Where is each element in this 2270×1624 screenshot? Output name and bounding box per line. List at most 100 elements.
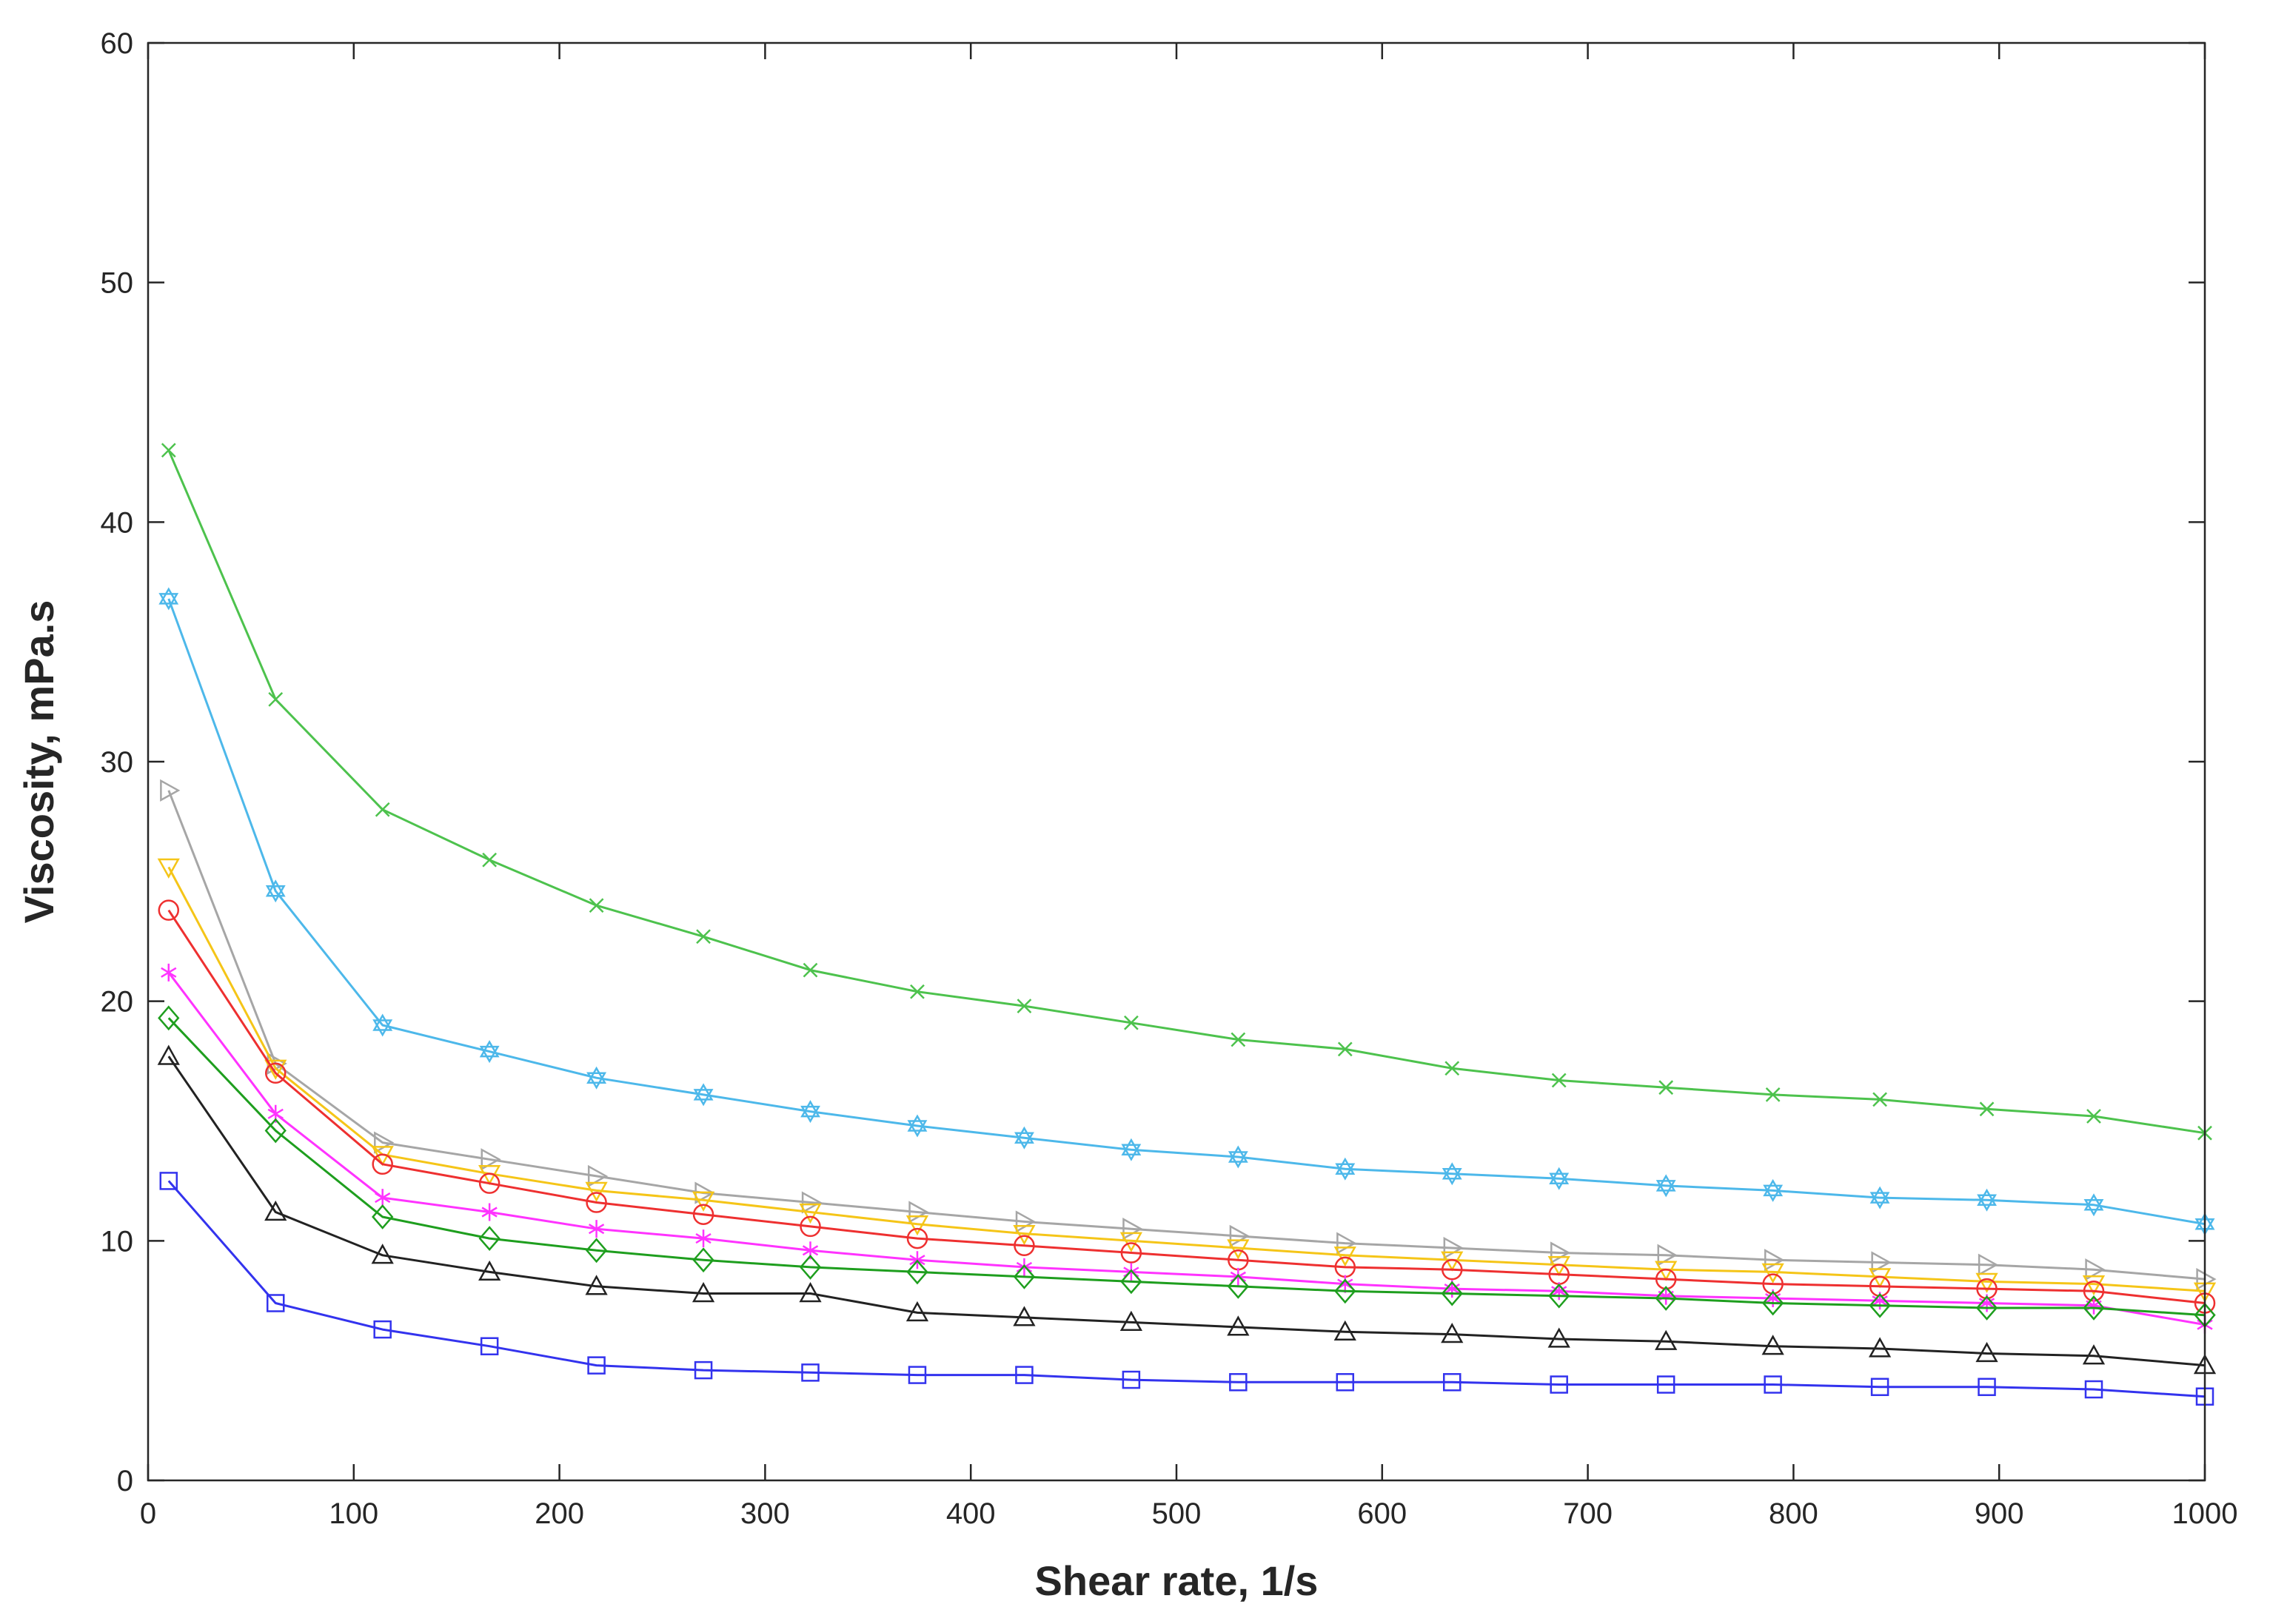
axes-layer: 0 100 200 300 400 500 600 700 800 900 1000 0 10 20 30 4… bbox=[101, 27, 2238, 1530]
series-7-point-5 bbox=[585, 1238, 608, 1264]
x-tick-label: 500 bbox=[1152, 1497, 1202, 1530]
series-3-point-1 bbox=[160, 779, 181, 802]
series-5-point-7 bbox=[800, 1215, 821, 1238]
series-2-point-16 bbox=[1763, 1178, 1784, 1202]
series-1-point-18 bbox=[1979, 1101, 1995, 1117]
series-4-point-18 bbox=[1975, 1272, 1998, 1293]
series-2-point-12 bbox=[1335, 1157, 1356, 1181]
y-tick-label: 60 bbox=[101, 27, 134, 60]
series-8-point-9 bbox=[1013, 1306, 1036, 1326]
series-8-point-13 bbox=[1441, 1322, 1464, 1343]
series-2-point-3 bbox=[372, 1013, 393, 1037]
series-5-line bbox=[167, 909, 2206, 1304]
series-3-point-4 bbox=[481, 1148, 501, 1171]
series-9-point-7 bbox=[801, 1363, 820, 1382]
series-7-point-14 bbox=[1548, 1283, 1570, 1309]
series-5-point-8 bbox=[906, 1227, 928, 1249]
x-axis-title: Shear rate, 1/s bbox=[1035, 1557, 1319, 1604]
x-tick-label: 100 bbox=[329, 1497, 378, 1530]
series-9-point-17 bbox=[1870, 1378, 1889, 1397]
series-1-point-12 bbox=[1337, 1041, 1353, 1057]
series-7-point-10 bbox=[1120, 1269, 1142, 1295]
series-4-point-19 bbox=[2082, 1275, 2106, 1296]
series-9-point-18 bbox=[1978, 1378, 1996, 1397]
series-7-point-6 bbox=[692, 1247, 714, 1273]
plot-background bbox=[148, 43, 2205, 1480]
series-2-point-8 bbox=[907, 1114, 928, 1138]
y-tick-label: 20 bbox=[101, 986, 134, 1019]
series-8-point-12 bbox=[1333, 1320, 1356, 1341]
series-7-point-7 bbox=[799, 1255, 822, 1280]
series-5-point-9 bbox=[1014, 1235, 1035, 1257]
series-8-line bbox=[167, 1056, 2206, 1367]
series-7-point-1 bbox=[158, 1005, 180, 1031]
series-4-point-16 bbox=[1761, 1263, 1784, 1284]
series-5-point-5 bbox=[586, 1192, 607, 1213]
series-8-point-17 bbox=[1868, 1337, 1892, 1358]
series-2-point-13 bbox=[1442, 1162, 1462, 1186]
series-6-point-5 bbox=[588, 1220, 605, 1238]
series-8-point-11 bbox=[1227, 1315, 1250, 1336]
series-4-point-12 bbox=[1333, 1246, 1356, 1267]
series-6-line bbox=[167, 971, 2206, 1326]
series-5-point-2 bbox=[264, 1062, 287, 1084]
x-tick-label: 700 bbox=[1563, 1497, 1613, 1530]
series-2-point-5 bbox=[586, 1066, 607, 1090]
x-tick-label: 0 bbox=[140, 1497, 156, 1530]
series-2-point-7 bbox=[800, 1100, 820, 1124]
plot-area bbox=[148, 43, 2205, 1480]
series-1-point-10 bbox=[1123, 1015, 1139, 1030]
series-7-point-8 bbox=[906, 1259, 928, 1285]
series-9-point-13 bbox=[1443, 1373, 1462, 1392]
series-7-point-2 bbox=[264, 1118, 287, 1144]
series-6-point-6 bbox=[695, 1229, 712, 1248]
series-2-point-9 bbox=[1014, 1126, 1034, 1150]
series-layer bbox=[157, 443, 2217, 1406]
series-9-point-3 bbox=[373, 1320, 392, 1339]
series-3-point-7 bbox=[801, 1191, 823, 1214]
series-1-point-19 bbox=[2086, 1109, 2101, 1124]
series-5-point-4 bbox=[478, 1172, 500, 1194]
series-1-point-3 bbox=[375, 802, 390, 817]
y-tick-label: 30 bbox=[101, 746, 134, 779]
series-9 bbox=[159, 1172, 2214, 1406]
series-8-point-10 bbox=[1119, 1310, 1143, 1332]
series-7-point-12 bbox=[1334, 1278, 1356, 1304]
series-1-point-16 bbox=[1765, 1087, 1781, 1102]
series-8-point-14 bbox=[1547, 1327, 1570, 1348]
series-4-point-9 bbox=[1013, 1224, 1036, 1246]
series-7-point-18 bbox=[1975, 1295, 1998, 1321]
series-5-point-6 bbox=[692, 1204, 714, 1225]
series-4-point-6 bbox=[692, 1191, 715, 1212]
series-9-point-10 bbox=[1122, 1370, 1141, 1389]
series-8-point-1 bbox=[157, 1044, 180, 1065]
series-1-point-17 bbox=[1872, 1092, 1887, 1107]
series-2 bbox=[158, 587, 2215, 1236]
series-3-point-19 bbox=[2085, 1258, 2106, 1281]
series-8-point-15 bbox=[1655, 1329, 1678, 1350]
series-7-line bbox=[167, 1017, 2206, 1317]
series-8-point-3 bbox=[371, 1244, 394, 1264]
series-4-point-5 bbox=[585, 1181, 608, 1202]
series-2-point-6 bbox=[693, 1083, 714, 1107]
series-2-point-19 bbox=[2083, 1193, 2104, 1217]
series-2-point-2 bbox=[265, 879, 286, 903]
series-6-point-1 bbox=[161, 963, 177, 982]
series-1-point-8 bbox=[910, 984, 925, 999]
series-4-point-8 bbox=[905, 1215, 929, 1236]
series-7-point-11 bbox=[1227, 1273, 1249, 1299]
series-8-point-18 bbox=[1975, 1341, 1998, 1363]
series-9-point-6 bbox=[694, 1360, 713, 1380]
series-9-point-19 bbox=[2084, 1380, 2103, 1399]
series-7-point-17 bbox=[1869, 1292, 1891, 1318]
series-7-point-16 bbox=[1761, 1290, 1784, 1316]
series-7-point-19 bbox=[2083, 1295, 2105, 1321]
series-4-point-1 bbox=[157, 858, 180, 879]
series-2-point-14 bbox=[1549, 1167, 1570, 1190]
series-9-point-12 bbox=[1336, 1373, 1355, 1392]
series-2-point-17 bbox=[1869, 1186, 1890, 1209]
y-tick-label: 40 bbox=[101, 506, 134, 539]
x-tick-label: 600 bbox=[1357, 1497, 1407, 1530]
series-3-line bbox=[167, 790, 2206, 1281]
series-4-point-11 bbox=[1227, 1239, 1250, 1260]
